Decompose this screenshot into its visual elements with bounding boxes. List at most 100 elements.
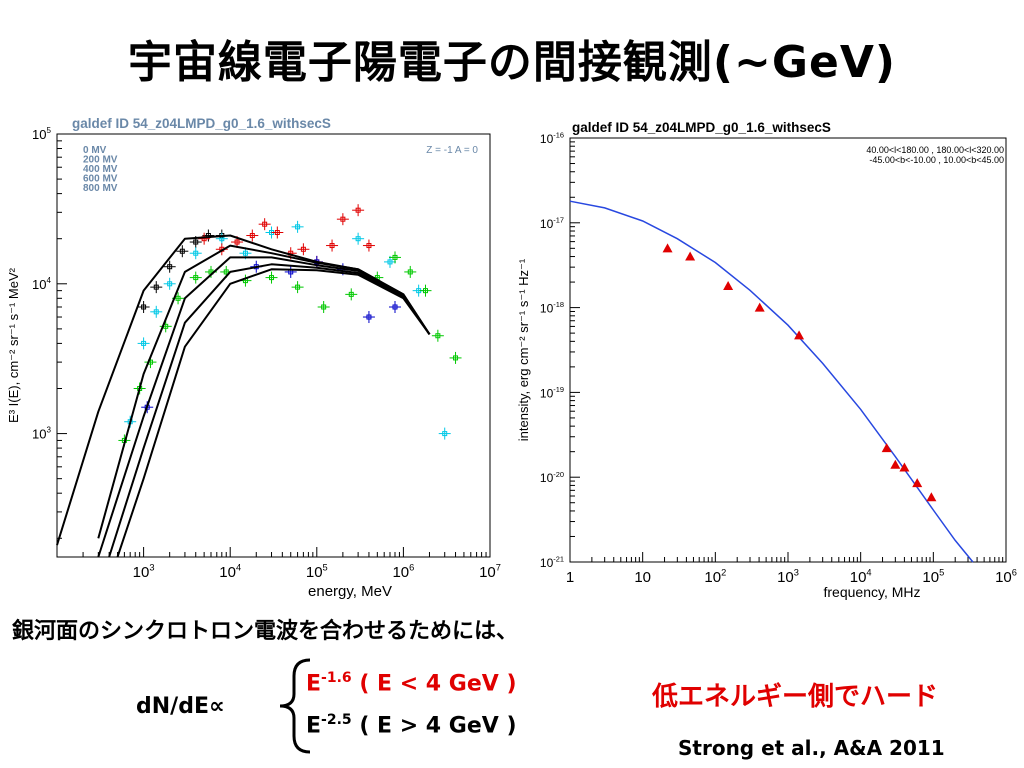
y-tick-label: 10-17 [540,215,564,230]
x-tick-label: 105 [922,567,944,586]
formula-lhs: dN/dE∝ [136,694,225,719]
data-point [274,230,280,236]
electron-spectrum-plot: galdef ID 54_z04LMPD_g0_1.6_withsecS 103 1… [6,116,501,600]
data-point [881,443,892,453]
data-point [442,431,448,437]
data-point [926,492,937,502]
plot-frame [56,133,491,558]
data-point [355,236,361,242]
data-point [407,269,413,275]
x-tick-label: 10 [634,569,651,586]
model-curve [97,244,431,539]
y-axis-label: intensity, erg cm⁻² sr⁻¹ s⁻¹ Hz⁻¹ [516,258,531,441]
data-point [366,243,372,249]
plot-frame [569,137,1007,563]
data-point [141,340,147,346]
data-point [329,243,335,249]
data-point [249,233,255,239]
data-point [348,291,354,297]
data-point [175,295,181,301]
x-axis-label: frequency, MHz [824,584,921,600]
formula-case-low-energy: E-1.6 ( E < 4 GeV ) [306,670,517,697]
annotation-line: -45.00<b<-10.00 , 10.00<b<45.00 [869,155,1004,165]
data-point [453,355,459,361]
y-tick-label: 10-16 [540,131,564,146]
y-tick-label: 10-20 [540,470,564,485]
legend-entry: 600 MV [83,174,118,185]
data-point [295,284,301,290]
y-tick-label: 103 [32,426,51,442]
data-point [662,243,673,253]
y-tick-label: 105 [32,126,51,142]
annotation: Z = -1 A = 0 [426,145,478,156]
y-tick-label: 104 [32,276,51,292]
data-point [234,239,240,245]
data-point [912,478,923,488]
x-tick-label: 107 [479,562,501,581]
data-point [423,288,429,294]
case1-condition: ( E < 4 GeV ) [351,671,517,697]
data-point [153,284,159,290]
data-point [193,250,199,256]
chart-title: galdef ID 54_z04LMPD_g0_1.6_withsecS [572,120,831,135]
x-tick-label: 104 [219,562,241,581]
x-tick-label: 1 [566,569,574,586]
synchrotron-spectrum-plot: galdef ID 54_z04LMPD_g0_1.6_withsecS 1 10 1… [516,120,1017,600]
y-axis-label: E³ I(E), cm⁻² sr⁻¹ s⁻¹ MeV² [6,267,21,423]
citation: Strong et al., A&A 2011 [678,736,945,760]
y-tick-label: 10-18 [540,300,564,315]
data-point [153,309,159,315]
synchrotron-note: 銀河面のシンクロトロン電波を合わせるためには、 [12,619,519,644]
data-point [392,304,398,310]
model-curve [108,263,431,558]
x-tick-label: 103 [777,567,799,586]
data-point [269,275,275,281]
hard-spectrum-callout: 低エネルギー側でハード [652,682,939,712]
x-tick-label: 105 [306,562,328,581]
case1-exponent: -1.6 [321,670,352,686]
legend-entry: 200 MV [83,155,118,166]
data-point [242,250,248,256]
x-axis-label: energy, MeV [308,583,392,600]
formula-case-high-energy: E-2.5 ( E > 4 GeV ) [306,712,517,739]
chart-title: galdef ID 54_z04LMPD_g0_1.6_withsecS [72,116,331,131]
data-point [685,251,696,261]
data-point [295,224,301,230]
legend-entry: 800 MV [83,183,118,194]
data-point [262,221,268,227]
case2-exponent: -2.5 [321,712,352,728]
data-point [754,302,765,312]
data-point [723,280,734,290]
slide-title: 宇宙線電子陽電子の間接観測(~GeV) [127,37,897,88]
legend-entry: 400 MV [83,164,118,175]
data-point [435,333,441,339]
data-point [899,462,910,472]
x-tick-label: 106 [995,567,1017,586]
y-tick-label: 10-21 [540,555,564,570]
data-point [167,264,173,270]
data-point [794,330,805,340]
data-point [179,248,185,254]
case2-condition: ( E > 4 GeV ) [351,713,517,739]
data-point [355,207,361,213]
data-point [141,304,147,310]
data-point [340,216,346,222]
x-tick-label: 102 [704,567,726,586]
data-point [167,281,173,287]
data-point [193,239,199,245]
data-point [392,254,398,260]
data-point [223,269,229,275]
data-point [321,304,327,310]
x-tick-label: 106 [392,562,414,581]
model-curve [97,256,431,558]
data-point [387,259,393,265]
x-tick-label: 103 [133,562,155,581]
model-curve [116,268,431,558]
data-point [366,314,372,320]
data-point [890,459,901,469]
annotation-line: 40.00<l<180.00 , 180.00<l<320.00 [866,145,1004,155]
y-tick-label: 10-19 [540,385,564,400]
model-curve [569,200,974,563]
data-point [300,246,306,252]
x-tick-label: 104 [850,567,872,586]
